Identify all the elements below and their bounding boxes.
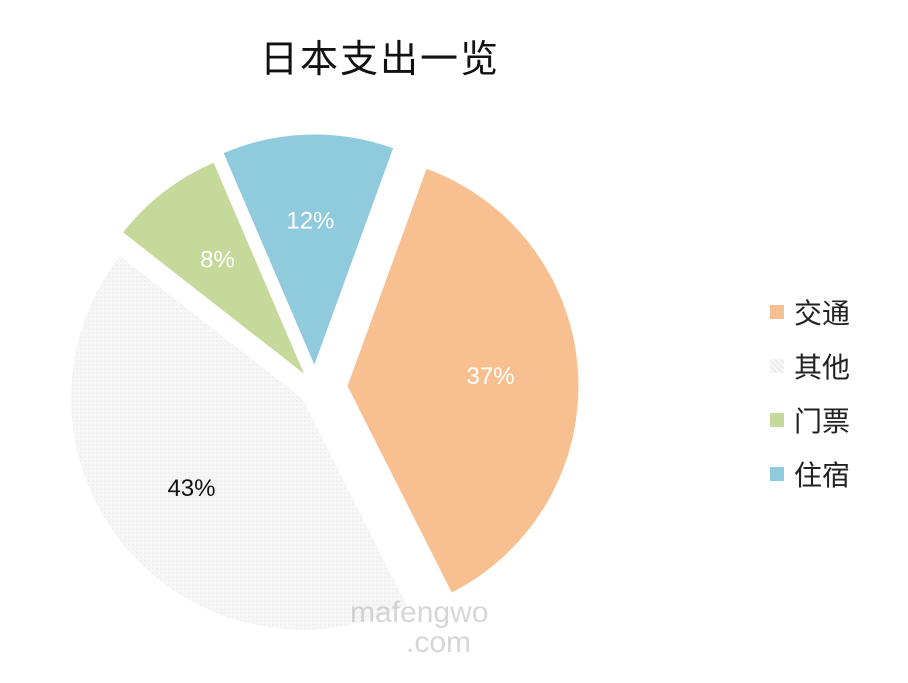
slice-label-4: 12% bbox=[286, 208, 334, 235]
legend-label-2: 其他 bbox=[794, 351, 851, 384]
pie-slice-4 bbox=[222, 133, 395, 368]
legend-item-2: 其他 bbox=[770, 339, 850, 393]
chart-legend: 交通 其他 门票 住宿 bbox=[770, 285, 850, 501]
slice-label-3: 8% bbox=[200, 247, 235, 274]
legend-label-4: 住宿 bbox=[794, 459, 851, 492]
legend-swatch-3 bbox=[770, 413, 784, 427]
legend-item-1: 交通 bbox=[770, 285, 850, 339]
watermark-line1: mafengwo bbox=[350, 596, 489, 629]
watermark-line2: .com bbox=[406, 626, 472, 659]
chart-title: 日本支出一览 bbox=[259, 37, 500, 81]
legend-item-4: 住宿 bbox=[770, 447, 850, 501]
pie-slice-3 bbox=[121, 161, 306, 376]
slice-label-1: 37% bbox=[467, 363, 515, 390]
legend-swatch-4 bbox=[770, 467, 784, 481]
legend-item-3: 门票 bbox=[770, 393, 850, 447]
legend-swatch-2 bbox=[770, 359, 784, 373]
slice-label-2: 43% bbox=[167, 475, 215, 502]
watermark: mafengwo .com bbox=[350, 598, 488, 658]
pie-slice-1 bbox=[346, 167, 580, 594]
legend-swatch-1 bbox=[770, 305, 784, 319]
legend-label-3: 门票 bbox=[794, 405, 851, 438]
pie-slice-2 bbox=[70, 254, 408, 631]
legend-label-1: 交通 bbox=[794, 297, 851, 330]
